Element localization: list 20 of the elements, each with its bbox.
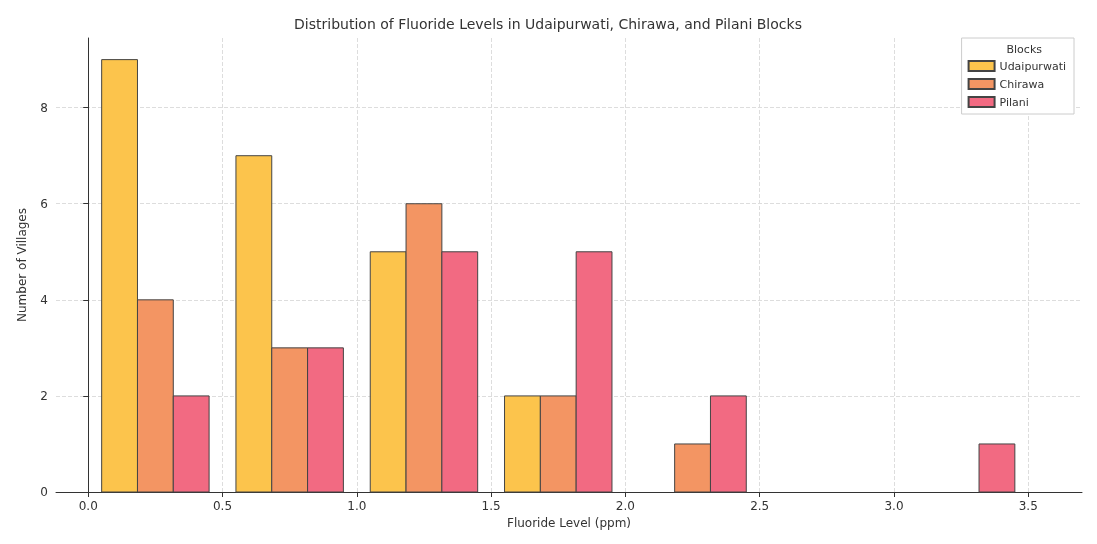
legend-label: Pilani — [999, 95, 1029, 109]
x-tick-label: 0.0 — [78, 499, 98, 513]
x-tick-label: 1.0 — [347, 499, 367, 513]
y-tick-label: 8 — [40, 100, 48, 115]
x-tick-label: 0.5 — [212, 499, 233, 513]
y-tick-label: 2 — [40, 388, 48, 403]
x-tick-label: 2.5 — [750, 499, 770, 513]
x-tick-label: 3.5 — [1018, 499, 1038, 513]
y-tick-label: 6 — [40, 196, 48, 211]
x-tick-label: 3.0 — [884, 499, 904, 513]
legend-title: Blocks — [1006, 43, 1043, 56]
legend-label: Udaipurwati — [999, 59, 1067, 73]
y-tick-label: 0 — [40, 485, 48, 499]
x-axis-title: Fluoride Level (ppm) — [506, 515, 632, 530]
x-tick-label: 2.0 — [615, 499, 635, 513]
y-axis-title: Number of Villages — [15, 208, 29, 322]
y-tick-label: 4 — [40, 292, 48, 307]
x-tick-label: 1.5 — [481, 499, 501, 513]
legend-label: Chirawa — [999, 77, 1045, 91]
chart-title: Distribution of Fluoride Levels in Udaipurwati, Chirawa, and Pilani Blocks — [294, 16, 802, 32]
